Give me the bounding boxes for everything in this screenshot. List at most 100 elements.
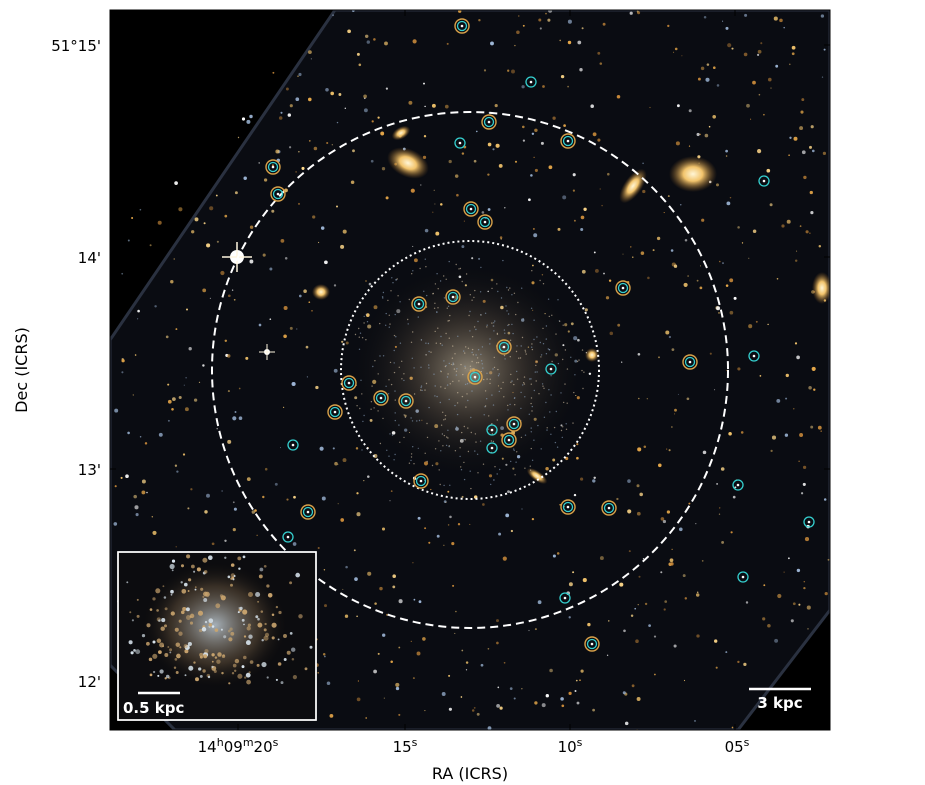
resolved-star (394, 313, 396, 316)
background-source (502, 556, 507, 561)
inset-star (263, 628, 267, 632)
resolved-star (434, 448, 437, 450)
background-source (412, 245, 414, 247)
background-source (637, 604, 639, 606)
background-source (216, 240, 219, 243)
background-source (537, 600, 542, 605)
resolved-star (447, 305, 450, 307)
candidate-marker (584, 636, 600, 652)
background-source (361, 449, 363, 451)
background-source (791, 52, 795, 56)
inset-star (231, 672, 235, 675)
inset-star (257, 617, 260, 621)
background-source (743, 52, 748, 57)
background-source (700, 66, 705, 71)
background-source (521, 688, 523, 690)
resolved-star (419, 267, 421, 270)
resolved-star (459, 455, 461, 458)
resolved-star (444, 365, 447, 368)
resolved-star (479, 440, 482, 442)
background-source (341, 340, 344, 343)
background-source (670, 249, 674, 252)
background-source (392, 574, 396, 578)
background-source (412, 677, 415, 680)
candidate-marker (486, 442, 498, 454)
resolved-star (379, 355, 381, 357)
resolved-star (440, 335, 442, 338)
inset-star (170, 589, 174, 594)
resolved-star (524, 396, 526, 398)
background-source (748, 257, 750, 259)
resolved-star (535, 380, 537, 382)
background-source (127, 431, 130, 435)
background-source (630, 246, 632, 248)
background-source (767, 323, 769, 326)
resolved-star (442, 445, 444, 447)
resolved-star (545, 325, 548, 327)
background-source (737, 226, 740, 229)
background-source (796, 355, 800, 360)
background-source (321, 496, 326, 501)
resolved-star (489, 338, 491, 340)
inset-star (207, 555, 213, 561)
resolved-star (491, 433, 494, 435)
resolved-star (500, 297, 503, 299)
resolved-star (469, 294, 471, 296)
background-source (799, 225, 802, 227)
background-source (807, 628, 809, 630)
background-source (209, 297, 212, 300)
inset-star (259, 567, 264, 572)
background-source (358, 63, 362, 67)
background-source (224, 214, 228, 218)
background-source (549, 668, 553, 673)
background-source (681, 55, 683, 57)
background-source (383, 697, 385, 699)
background-source (413, 598, 416, 601)
background-source (581, 269, 586, 274)
resolved-star (439, 342, 442, 345)
background-source (487, 142, 492, 147)
resolved-star (455, 263, 457, 266)
background-source (683, 282, 688, 287)
background-source (818, 244, 822, 248)
resolved-star (519, 357, 522, 359)
background-source (454, 174, 459, 178)
resolved-star (464, 352, 466, 354)
background-source (317, 546, 320, 550)
background-source (303, 289, 307, 293)
bright-galaxy (812, 272, 830, 304)
resolved-star (542, 327, 544, 330)
background-source (157, 220, 162, 225)
background-source (499, 706, 503, 710)
background-source (490, 41, 494, 46)
resolved-star (356, 405, 358, 407)
resolved-star (507, 404, 509, 407)
background-source (507, 69, 510, 72)
candidate-marker (454, 137, 466, 149)
background-source (734, 486, 737, 489)
resolved-star (548, 315, 550, 318)
resolved-star (521, 336, 524, 339)
resolved-star (481, 346, 484, 348)
resolved-star (432, 292, 434, 295)
background-source (243, 176, 247, 181)
background-source (696, 279, 699, 282)
resolved-star (491, 423, 493, 425)
resolved-star (551, 314, 553, 316)
candidate-marker (413, 473, 429, 489)
background-source (483, 69, 487, 72)
resolved-star (536, 361, 538, 363)
background-source (371, 120, 374, 123)
background-source (258, 323, 262, 327)
resolved-star (473, 296, 475, 299)
resolved-star (564, 383, 566, 385)
background-source (599, 556, 604, 561)
background-source (241, 117, 246, 121)
resolved-star (524, 349, 526, 351)
background-source (141, 479, 146, 484)
bright-galaxy (391, 125, 411, 141)
resolved-star (442, 411, 444, 413)
background-source (793, 408, 795, 410)
inset-star (163, 624, 168, 628)
resolved-star (536, 336, 538, 338)
